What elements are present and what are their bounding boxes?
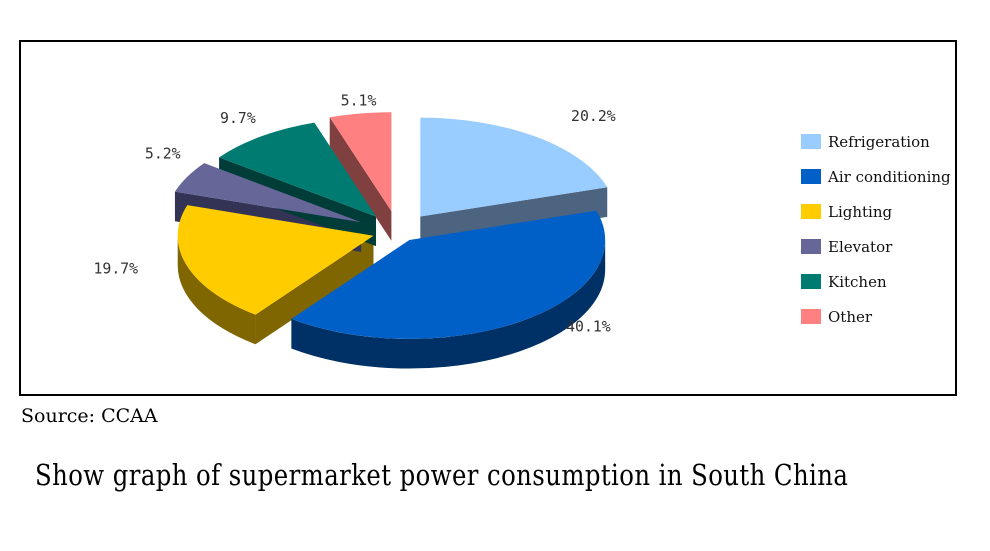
legend-swatch — [801, 239, 821, 254]
legend-swatch — [801, 309, 821, 324]
legend-swatch — [801, 169, 821, 184]
legend-item: Elevator — [801, 229, 951, 264]
legend-swatch — [801, 274, 821, 289]
pie-slice-side — [291, 240, 606, 369]
legend-item: Refrigeration — [801, 124, 951, 159]
slice-value-label: 20.2% — [571, 108, 616, 125]
pie-slice-side — [177, 235, 256, 345]
pie-slice-kitchen — [219, 122, 377, 217]
slice-value-label: 9.7% — [220, 110, 256, 127]
chart-frame: 20.2% 40.1% 19.7% 5.2% 9.7% 5.1% Refrigeratio… — [19, 40, 957, 396]
chart-caption: Show graph of supermarket power consumpt… — [35, 458, 849, 492]
pie-slice-other — [329, 112, 392, 212]
legend-swatch — [801, 204, 821, 219]
legend: Refrigeration Air conditioning Lighting … — [801, 124, 951, 334]
source-note: Source: CCAA — [21, 405, 158, 427]
legend-label: Other — [828, 307, 873, 326]
pie-slice-elevator — [174, 163, 362, 223]
legend-label: Elevator — [828, 237, 893, 256]
pie-slice-refrigeration — [420, 117, 608, 217]
slice-value-label: 5.1% — [341, 92, 377, 109]
legend-label: Kitchen — [828, 272, 887, 291]
legend-label: Refrigeration — [828, 132, 930, 151]
pie-slice-cut-face — [329, 117, 392, 241]
legend-swatch — [801, 134, 821, 149]
slice-value-label: 40.1% — [566, 319, 611, 336]
pie-chart: 20.2% 40.1% 19.7% 5.2% 9.7% 5.1% — [93, 92, 616, 369]
pie-slice-air-conditioning — [291, 210, 606, 339]
legend-label: Lighting — [828, 202, 893, 221]
legend-label: Air conditioning — [828, 167, 951, 186]
slice-value-label: 19.7% — [93, 260, 138, 277]
legend-item: Air conditioning — [801, 159, 951, 194]
pie-slice-cut-face — [255, 235, 374, 345]
legend-item: Kitchen — [801, 264, 951, 299]
pie-slice-lighting — [177, 205, 374, 315]
slice-value-label: 5.2% — [145, 146, 181, 163]
legend-item: Other — [801, 299, 951, 334]
legend-item: Lighting — [801, 194, 951, 229]
